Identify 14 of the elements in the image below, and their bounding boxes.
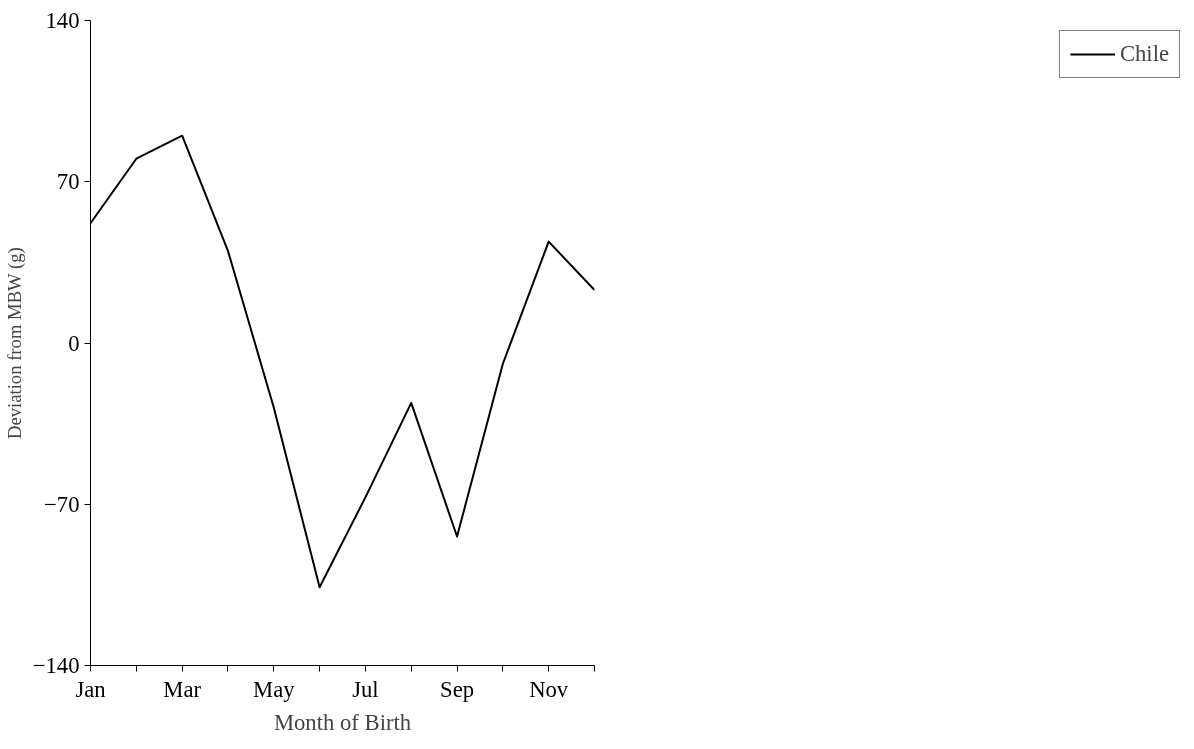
x-tick-label: Mar bbox=[163, 676, 202, 702]
x-tick-label: Jul bbox=[352, 676, 379, 702]
y-tick-label: −140 bbox=[32, 653, 80, 678]
x-tick-label: May bbox=[253, 676, 296, 702]
y-tick-label: 70 bbox=[56, 169, 80, 195]
y-tick-label: −70 bbox=[44, 491, 80, 517]
y-axis-title: Deviation from MBW (g) bbox=[3, 247, 26, 440]
x-tick-label: Sep bbox=[440, 676, 475, 702]
legend-label: Chile bbox=[1119, 41, 1169, 67]
x-axis-title: Month of Birth bbox=[273, 709, 412, 735]
y-tick-label: 0 bbox=[68, 330, 80, 356]
x-tick-label: Nov bbox=[529, 676, 569, 702]
x-tick-label: Jan bbox=[75, 676, 106, 702]
y-tick-label: 140 bbox=[45, 8, 80, 33]
